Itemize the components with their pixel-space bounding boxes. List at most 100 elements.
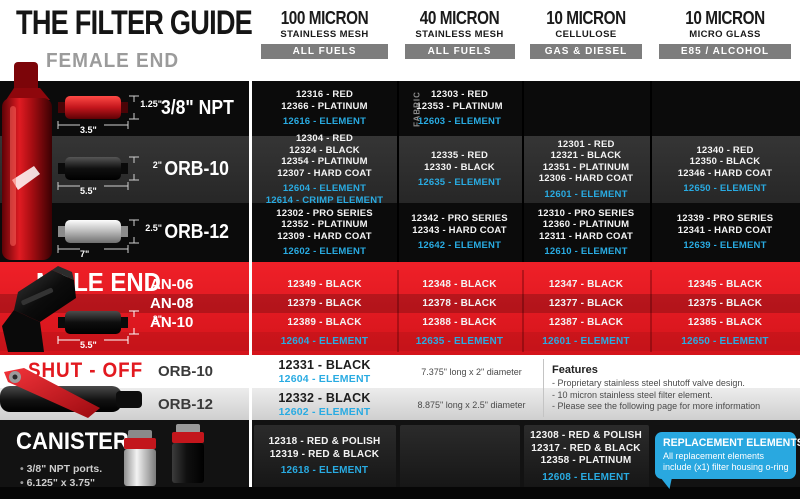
row-label: ORB-10 — [164, 158, 230, 180]
row-npt: 1.25" 3.5" 3/8" NPT 12316 - RED 12366 - … — [0, 81, 800, 136]
male-row-an08: AN-08 12379 - BLACK 12378 - BLACK 12377 … — [0, 294, 800, 313]
part-number: 12335 - RED — [430, 150, 489, 162]
part-number: 12339 - PRO SERIES — [676, 213, 774, 225]
element-number: 12610 - ELEMENT — [544, 246, 628, 257]
element-number: 12639 - ELEMENT — [683, 240, 767, 252]
canister-cell-panel — [254, 425, 396, 488]
feature-item: - 10 micron stainless steel filter eleme… — [552, 389, 713, 400]
part-number: 12366 - PLATINUM — [281, 100, 368, 112]
part-number: 12317 - RED & BLACK — [531, 442, 641, 454]
parts-cell: 12308 - RED & POLISH 12317 - RED & BLACK… — [522, 425, 650, 488]
male-row-an10: AN-10 12389 - BLACK 12388 - BLACK 12387 … — [0, 313, 800, 332]
spec-text: 7.375" long x 2" diameter — [421, 366, 522, 377]
canister-bullet: 3/8" NPT ports. — [20, 462, 103, 476]
element-number-cell: 12601 - ELEMENT — [542, 335, 630, 347]
element-number: 12603 - ELEMENT — [417, 116, 502, 128]
part-number-cell: 12345 - BLACK — [687, 278, 763, 290]
part-number: 12324 - BLACK — [289, 144, 360, 156]
column-header-100-micron: 100 MICRON STAINLESS MESH ALL FUELS — [252, 8, 397, 59]
part-number: 12301 - RED — [557, 138, 615, 150]
callout-body: include (x1) filter housing o-ring — [663, 461, 789, 472]
element-number: 12604 - ELEMENT — [278, 372, 371, 385]
part-number-cell: 12389 - BLACK — [287, 316, 362, 328]
column-divider — [522, 136, 524, 203]
column-divider — [522, 203, 524, 262]
row-label: ORB-10 — [158, 363, 214, 380]
part-number: 12354 - PLATINUM — [281, 156, 368, 167]
parts-cell: 12316 - RED 12366 - PLATINUM 12616 - ELE… — [252, 81, 397, 136]
micron-title: 10 MICRON — [546, 8, 626, 28]
fuel-badge: ALL FUELS — [404, 44, 515, 59]
spec-text: 8.875" long x 2.5" diameter — [417, 399, 526, 410]
filter-cylinder-black-male — [57, 310, 139, 344]
canister-cell-panel — [400, 425, 520, 488]
shutoff-title: SHUT - OFF — [28, 359, 144, 382]
filter-cylinder-black — [57, 156, 139, 190]
part-number: 12332 - BLACK — [278, 390, 371, 405]
parts-cell: 12301 - RED 12321 - BLACK 12351 - PLATIN… — [522, 136, 650, 203]
element-number: 12601 - ELEMENT — [544, 188, 628, 200]
element-number: 12608 - ELEMENT — [542, 471, 630, 483]
fuel-badge: GAS & DIESEL — [529, 44, 643, 59]
callout-body: All replacement elements — [663, 451, 765, 461]
part-number-cell: 12347 - BLACK — [548, 278, 624, 290]
part-number: 12360 - PLATINUM — [542, 219, 630, 230]
row-orb12: 2.5" 7" ORB-12 12302 - PRO SERIES 12352 … — [0, 203, 800, 262]
parts-cell: 12310 - PRO SERIES 12360 - PLATINUM 1231… — [522, 203, 650, 262]
canister-photos — [118, 424, 212, 493]
dimension-label: 7" — [80, 249, 90, 259]
an-row-label: AN-10 — [150, 314, 194, 331]
callout-title: REPLACEMENT ELEMENTS — [663, 437, 800, 449]
parts-cell: 12335 - RED 12330 - BLACK 12635 - ELEMEN… — [397, 136, 522, 203]
parts-cell: 12342 - PRO SERIES 12343 - HARD COAT 126… — [397, 203, 522, 262]
female-end-label: FEMALE END — [46, 50, 179, 72]
part-number: 12346 - HARD COAT — [677, 167, 773, 179]
column-divider — [522, 270, 524, 352]
features-divider — [543, 359, 544, 417]
part-number-cell: 12349 - BLACK — [287, 278, 362, 290]
feature-item: - Proprietary stainless steel shutoff va… — [552, 378, 745, 388]
fabric-tag: FABRIC — [412, 90, 422, 127]
parts-cell: 12331 - BLACK 12604 - ELEMENT — [252, 355, 397, 388]
features-block: Features - Proprietary stainless steel s… — [552, 360, 792, 413]
part-number-cell: 12379 - BLACK — [287, 297, 362, 309]
male-row-elements: 12604 - ELEMENT 12635 - ELEMENT 12601 - … — [0, 332, 800, 351]
dimension-label: 2" — [152, 160, 162, 170]
part-number-cell: 12378 - BLACK — [422, 297, 497, 309]
male-fitting-photo — [0, 264, 92, 359]
part-number-cell: 12387 - BLACK — [548, 316, 624, 328]
page-title: THE FILTER GUIDE — [16, 4, 253, 42]
filter-cylinder-red — [57, 95, 139, 129]
element-number-cell: 12604 - ELEMENT — [280, 335, 369, 347]
column-divider — [650, 136, 652, 203]
column-divider — [397, 270, 399, 352]
column-divider — [650, 203, 652, 262]
row-label: ORB-12 — [164, 221, 230, 243]
dimension-label: 5.5" — [80, 186, 97, 196]
column-header-10-micron-cellulose: 10 MICRON CELLULOSE GAS & DIESEL — [522, 8, 650, 59]
micron-title: 100 MICRON — [280, 8, 369, 28]
element-number-cell: 12635 - ELEMENT — [415, 335, 504, 347]
element-number: 12650 - ELEMENT — [683, 183, 767, 194]
filter-image-red: 1.25" 3.5" — [56, 87, 162, 135]
part-number: 12302 - PRO SERIES — [276, 207, 373, 219]
part-number: 12358 - PLATINUM — [540, 455, 632, 466]
male-row-an06: AN-06 12349 - BLACK 12348 - BLACK 12347 … — [0, 275, 800, 294]
canister-bullet: 6.125" x 3.75" — [20, 476, 102, 490]
dimension-label: 3.5" — [80, 125, 97, 135]
micron-subtitle: STAINLESS MESH — [415, 29, 504, 40]
part-number: 12309 - HARD COAT — [277, 230, 372, 242]
part-number: 12321 - BLACK — [550, 150, 622, 162]
part-number: 12352 - PLATINUM — [281, 219, 368, 230]
bottom-bar — [0, 487, 800, 499]
filter-image-black: 2" 5.5" — [56, 148, 162, 196]
part-number: 12353 - PLATINUM — [416, 100, 503, 112]
section-male-end: MALE END 2" 5.5" AN-06 12349 - BLACK 123… — [0, 262, 800, 355]
fuel-badge: ALL FUELS — [260, 44, 389, 59]
column-divider — [650, 81, 652, 136]
part-number: 12351 - PLATINUM — [542, 161, 630, 173]
element-number: 12614 - CRIMP ELEMENT — [265, 194, 384, 206]
micron-title: 10 MICRON — [685, 8, 765, 28]
part-number: 12319 - RED & BLACK — [269, 448, 380, 460]
